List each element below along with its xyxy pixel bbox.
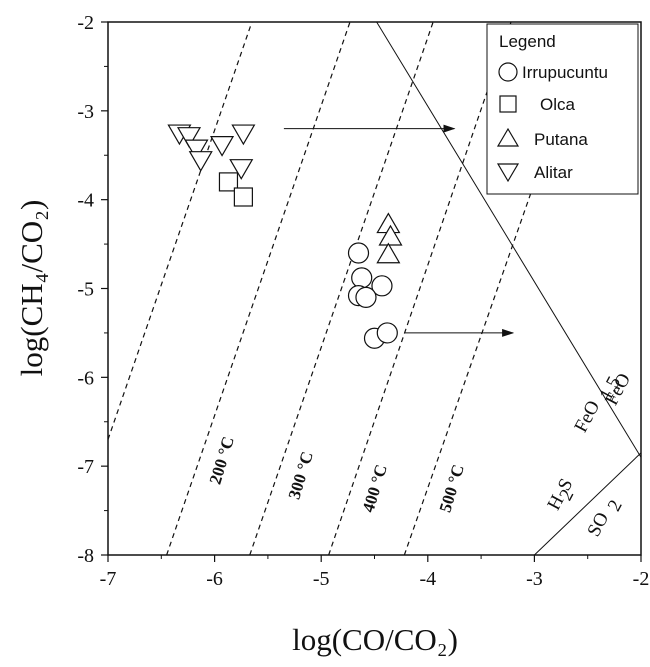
y-tick-label-2: -6 xyxy=(77,367,94,389)
point-irrupucuntu-0 xyxy=(347,242,370,264)
point-alitar-3 xyxy=(188,151,213,172)
isotherm-line-0 xyxy=(107,21,253,440)
point-irrupucuntu-2 xyxy=(371,275,393,297)
svg-text:FeO: FeO xyxy=(570,397,604,436)
legend: Legend Irrupucuntu Olca Putana Alitar xyxy=(486,23,639,195)
legend-title: Legend xyxy=(499,32,556,51)
point-alitar-1 xyxy=(176,127,202,148)
legend-marker-circle xyxy=(498,62,518,82)
point-alitar-2 xyxy=(184,139,209,161)
point-olca-0 xyxy=(218,172,239,192)
legend-marker-triangle-up xyxy=(496,127,520,147)
legend-label-alitar: Alitar xyxy=(534,163,573,182)
legend-label-olca: Olca xyxy=(540,95,576,114)
x-tick-label-5: -2 xyxy=(633,568,650,590)
isotherm-line-2 xyxy=(249,21,434,556)
x-tick-label-2: -5 xyxy=(313,568,330,590)
isotherm-label-500: 500 °C xyxy=(436,462,468,514)
point-irrupucuntu-4 xyxy=(355,286,377,308)
point-alitar-4 xyxy=(210,135,235,157)
x-axis-title: log(CO/CO₂) xyxy=(292,622,458,657)
buffer-line-1 xyxy=(534,452,642,556)
y-tick-label-3: -5 xyxy=(77,279,94,301)
point-alitar-5 xyxy=(231,124,256,146)
isotherm-label-200: 200 °C xyxy=(206,434,238,486)
y-tick-label-5: -3 xyxy=(77,101,94,123)
buffer-lines xyxy=(376,21,642,556)
x-tick-label-1: -6 xyxy=(206,568,223,590)
legend-label-irrupucuntu: Irrupucuntu xyxy=(522,63,608,82)
point-olca-1 xyxy=(233,187,253,207)
isotherm-line-3 xyxy=(328,21,512,556)
arrows xyxy=(283,124,515,337)
buffer-labels: FeO FeO 1.5 H 2 S SO 2 xyxy=(544,370,636,540)
isotherm-lines xyxy=(107,21,548,556)
x-tick-label-4: -3 xyxy=(526,568,543,590)
legend-marker-square xyxy=(499,95,517,113)
isotherm-label-400: 400 °C xyxy=(359,462,391,514)
y-tick-label-0: -8 xyxy=(77,545,94,567)
axis-ticks xyxy=(101,21,642,562)
point-irrupucuntu-1 xyxy=(351,267,373,289)
isotherm-line-1 xyxy=(166,21,351,556)
y-axis-title: log(CH₄/CO₂) xyxy=(14,200,49,377)
point-irrupucuntu-6 xyxy=(376,322,398,344)
point-putana-1 xyxy=(378,224,403,246)
y-tick-label-6: -2 xyxy=(77,12,94,34)
point-putana-2 xyxy=(376,242,401,264)
isotherm-label-300: 300 °C xyxy=(285,449,317,501)
svg-text:2: 2 xyxy=(604,497,627,515)
tick-labels: -7 -6 -5 -4 -3 -2 -8 -7 -6 -5 -4 -3 -2 xyxy=(77,12,649,590)
isotherm-line-4 xyxy=(403,146,548,556)
buffer-label-h2s: H 2 S xyxy=(544,475,579,514)
y-tick-label-4: -4 xyxy=(77,190,94,212)
data-points xyxy=(167,124,403,349)
point-alitar-6 xyxy=(229,159,254,180)
y-tick-label-1: -7 xyxy=(77,456,94,478)
x-tick-label-3: -4 xyxy=(419,568,436,590)
x-tick-label-0: -7 xyxy=(100,568,117,590)
legend-marker-triangle-down xyxy=(496,163,520,183)
buffer-line-0 xyxy=(376,21,642,458)
legend-label-putana: Putana xyxy=(534,130,588,149)
svg-text:SO: SO xyxy=(583,509,613,540)
